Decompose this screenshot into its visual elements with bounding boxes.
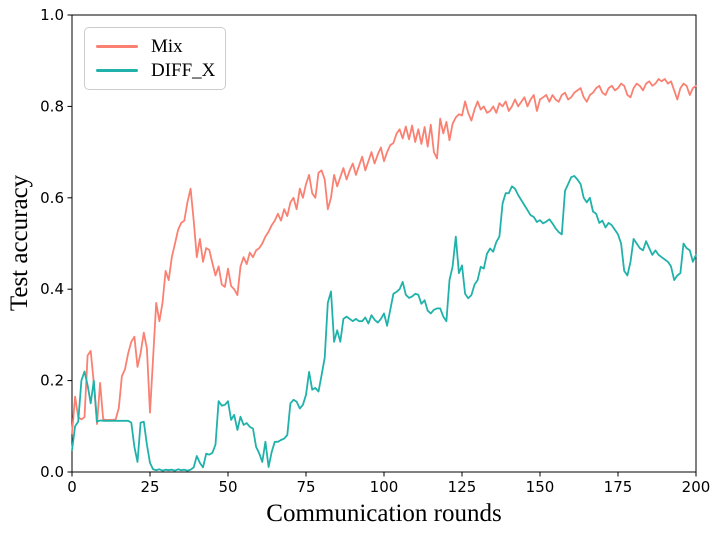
y-axis-label: Test accuracy (6, 174, 33, 312)
x-tick-label: 125 (448, 478, 477, 496)
y-tick-label: 0.6 (40, 189, 64, 207)
legend-label-diff-x: DIFF_X (151, 59, 216, 81)
x-tick-label: 75 (296, 478, 315, 496)
series-line-mix (71, 78, 697, 435)
diff-x-line-sample (96, 68, 138, 72)
series-line-diff-x (71, 174, 697, 472)
x-tick-label: 100 (370, 478, 399, 496)
x-tick-label: 150 (526, 478, 555, 496)
legend: Mix DIFF_X (84, 27, 226, 90)
x-axis-label: Communication rounds (266, 500, 502, 527)
x-tick-label: 200 (682, 478, 711, 496)
x-tick-label: 50 (218, 478, 237, 496)
x-tick-label: 25 (140, 478, 159, 496)
y-tick-label: 0.0 (40, 463, 64, 481)
legend-item-diff-x: DIFF_X (96, 61, 217, 80)
y-tick-label: 0.4 (40, 280, 64, 298)
x-tick-label: 175 (604, 478, 633, 496)
legend-item-mix: Mix (96, 37, 217, 56)
y-tick-label: 1.0 (40, 6, 64, 24)
y-tick-label: 0.8 (40, 97, 64, 115)
legend-label-mix: Mix (151, 36, 183, 58)
y-tick-label: 0.2 (40, 372, 64, 390)
x-tick-label: 0 (67, 478, 77, 496)
mix-line-sample (96, 45, 138, 49)
